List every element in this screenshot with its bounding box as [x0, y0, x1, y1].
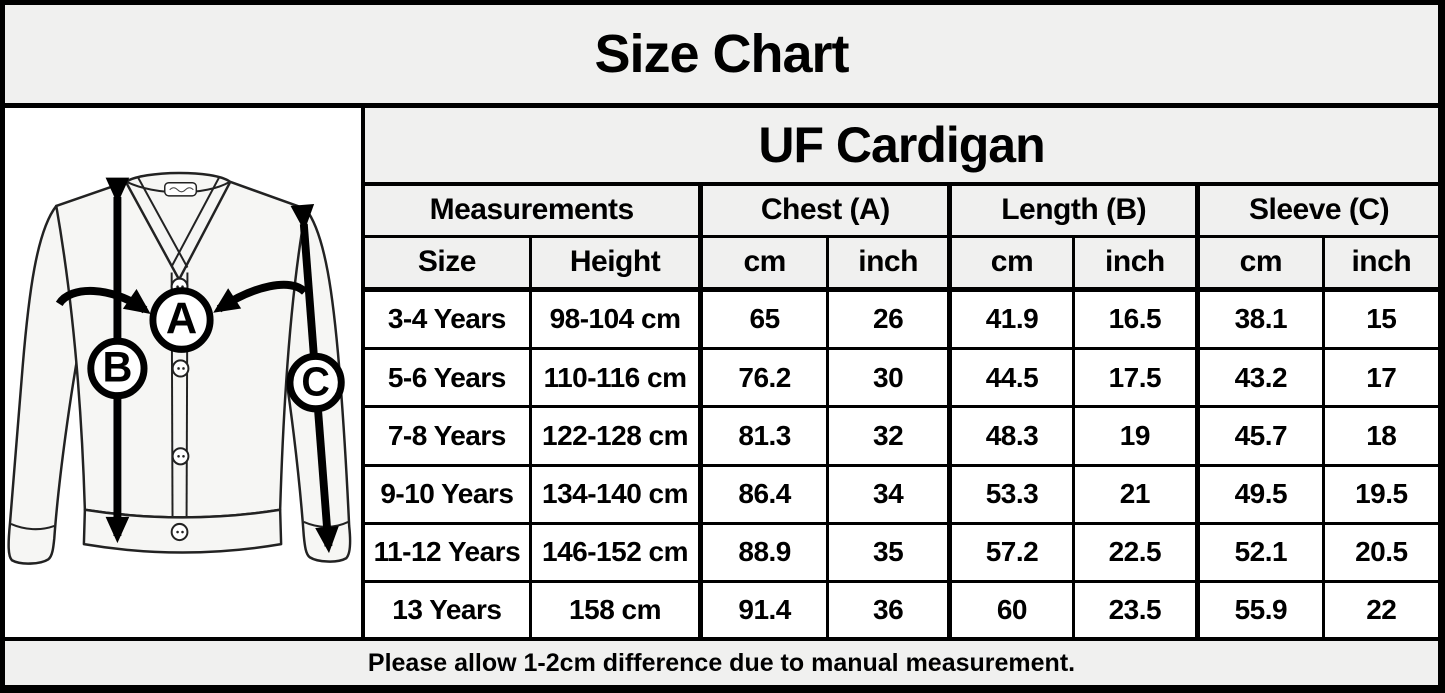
length-inch-cell: 23.5: [1071, 579, 1200, 637]
cardigan-left-cuff-line: [10, 523, 55, 531]
sleeve-inch-cell: 17: [1321, 347, 1438, 409]
col-header-length-cm: cm: [947, 234, 1075, 292]
sleeve-cm-cell: 52.1: [1195, 521, 1325, 583]
sleeve-marker: C: [286, 352, 345, 413]
table-row: 5-6 Years 110-116 cm 76.2 30 44.5 17.5 4…: [365, 347, 1438, 409]
height-cell: 122-128 cm: [528, 405, 703, 467]
sub-header-row: Size Height cm inch cm inch cm inch: [365, 234, 1438, 292]
table-row: 9-10 Years 134-140 cm 86.4 34 53.3 21 49…: [365, 463, 1438, 525]
chest-inch-cell: 26: [825, 287, 952, 351]
sleeve-inch-cell: 15: [1321, 287, 1438, 351]
col-header-sleeve-cm: cm: [1195, 234, 1325, 292]
chest-cm-cell: 76.2: [698, 347, 829, 409]
height-cell: 158 cm: [528, 579, 703, 637]
height-cell: 134-140 cm: [528, 463, 703, 525]
length-cm-cell: 41.9: [947, 287, 1075, 351]
content-area: A B C: [5, 108, 1438, 637]
collar-left-outer: [125, 182, 180, 280]
sleeve-cm-cell: 43.2: [1195, 347, 1325, 409]
footer-note-bar: Please allow 1-2cm difference due to man…: [5, 637, 1438, 685]
brand-label-scribble: [169, 187, 194, 193]
size-label-cell: 5-6 Years: [365, 347, 532, 409]
length-cm-cell: 57.2: [947, 521, 1075, 583]
col-group-sleeve: Sleeve (C): [1195, 182, 1438, 238]
svg-text:C: C: [301, 360, 329, 405]
table-row: 3-4 Years 98-104 cm 65 26 41.9 16.5 38.1…: [365, 287, 1438, 351]
col-group-length: Length (B): [947, 182, 1200, 238]
length-inch-cell: 21: [1071, 463, 1200, 525]
sleeve-inch-cell: 22: [1321, 579, 1438, 637]
size-table-panel: UF Cardigan Measurements Chest (A) Lengt…: [365, 108, 1438, 637]
col-header-sleeve-inch: inch: [1321, 234, 1438, 292]
chest-cm-cell: 86.4: [698, 463, 829, 525]
col-group-measurements: Measurements: [365, 182, 703, 238]
chest-cm-cell: 65: [698, 287, 829, 351]
collar-right-inner: [170, 177, 220, 267]
sleeve-cm-cell: 55.9: [1195, 579, 1325, 637]
height-cell: 98-104 cm: [528, 287, 703, 351]
group-header-row: Measurements Chest (A) Length (B) Sleeve…: [365, 182, 1438, 238]
sleeve-cm-cell: 49.5: [1195, 463, 1325, 525]
buttons: [170, 277, 190, 542]
size-label-cell: 7-8 Years: [365, 405, 532, 467]
sleeve-cm-cell: 45.7: [1195, 405, 1325, 467]
col-header-height: Height: [528, 234, 703, 292]
chest-inch-cell: 35: [825, 521, 952, 583]
sleeve-inch-cell: 20.5: [1321, 521, 1438, 583]
size-label-cell: 13 Years: [365, 579, 532, 637]
length-inch-cell: 22.5: [1071, 521, 1200, 583]
cardigan-diagram: A B C: [7, 171, 352, 565]
chest-arrow-right: [213, 280, 308, 313]
col-header-size: Size: [365, 234, 532, 292]
table-row: 7-8 Years 122-128 cm 81.3 32 48.3 19 45.…: [365, 405, 1438, 467]
product-title-row: UF Cardigan: [365, 108, 1438, 186]
col-header-chest-inch: inch: [825, 234, 952, 292]
height-cell: 110-116 cm: [528, 347, 703, 409]
chest-inch-cell: 30: [825, 347, 952, 409]
brand-label: [164, 181, 198, 197]
footer-note: Please allow 1-2cm difference due to man…: [367, 648, 1076, 677]
sleeve-cm-cell: 38.1: [1195, 287, 1325, 351]
col-header-chest-cm: cm: [698, 234, 829, 292]
col-group-chest: Chest (A): [698, 182, 952, 238]
size-label-cell: 11-12 Years: [365, 521, 532, 583]
length-marker: B: [87, 337, 148, 400]
chest-cm-cell: 81.3: [698, 405, 829, 467]
table-row: 13 Years 158 cm 91.4 36 60 23.5 55.9 22: [365, 579, 1438, 637]
title-bar: Size Chart: [5, 5, 1438, 108]
length-inch-cell: 16.5: [1071, 287, 1200, 351]
sleeve-inch-cell: 18: [1321, 405, 1438, 467]
length-cm-cell: 48.3: [947, 405, 1075, 467]
chest-inch-cell: 34: [825, 463, 952, 525]
svg-text:B: B: [102, 343, 132, 391]
page-title: Size Chart: [594, 24, 849, 84]
sleeve-inch-cell: 19.5: [1321, 463, 1438, 525]
size-label-cell: 3-4 Years: [365, 287, 532, 351]
length-inch-cell: 19: [1071, 405, 1200, 467]
table-row: 11-12 Years 146-152 cm 88.9 35 57.2 22.5…: [365, 521, 1438, 583]
length-cm-cell: 53.3: [947, 463, 1075, 525]
length-cm-cell: 60: [947, 579, 1075, 637]
length-cm-cell: 44.5: [947, 347, 1075, 409]
chest-marker: A: [149, 287, 214, 353]
collar-right-outer: [178, 182, 231, 280]
svg-text:A: A: [166, 294, 197, 344]
length-inch-cell: 17.5: [1071, 347, 1200, 409]
chest-cm-cell: 88.9: [698, 521, 829, 583]
col-header-length-inch: inch: [1071, 234, 1200, 292]
measurement-diagram-panel: A B C: [5, 108, 365, 637]
height-cell: 146-152 cm: [528, 521, 703, 583]
size-label-cell: 9-10 Years: [365, 463, 532, 525]
chest-cm-cell: 91.4: [698, 579, 829, 637]
chest-inch-cell: 36: [825, 579, 952, 637]
chest-inch-cell: 32: [825, 405, 952, 467]
size-table: UF Cardigan Measurements Chest (A) Lengt…: [365, 108, 1438, 637]
chest-arrow-left: [55, 286, 151, 314]
product-title: UF Cardigan: [365, 108, 1438, 186]
